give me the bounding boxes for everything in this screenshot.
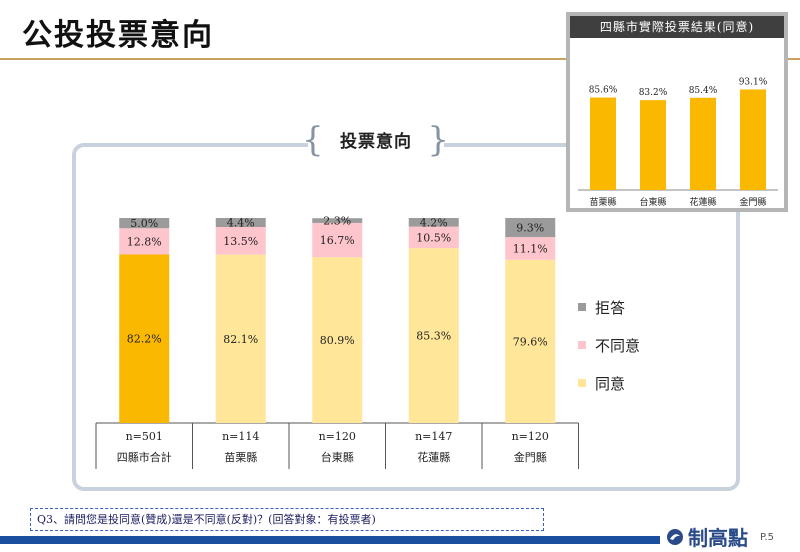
bar-data-label: 12.8%: [127, 235, 162, 248]
bar-segment: [215, 218, 266, 228]
bar-data-label: 80.9%: [320, 334, 355, 347]
frame-label-text: 投票意向: [340, 132, 412, 152]
title-divider: [0, 58, 800, 60]
frame-label: { 投票意向 }: [302, 123, 449, 160]
inset-category-label: 苗栗縣: [589, 197, 616, 208]
bar-data-label: 82.1%: [223, 333, 258, 346]
bar-data-label: 79.6%: [513, 335, 548, 348]
bar-data-label: 82.2%: [127, 333, 162, 346]
legend-label: 拒答: [595, 298, 626, 317]
sample-size-label: n=120: [512, 430, 549, 443]
bar-data-label: 16.7%: [320, 234, 355, 247]
bar-data-label: 2.3%: [323, 215, 351, 228]
category-label: 苗栗縣: [224, 451, 257, 464]
logo-mark-icon: [667, 528, 683, 545]
brand-logo: 制高點: [666, 522, 748, 551]
right-bracket-icon: }: [427, 120, 450, 160]
inset-bar: [640, 100, 666, 190]
question-note: Q3、請問您是投同意(贊成)還是不同意(反對)？(回答對象：有投票者): [30, 508, 544, 531]
legend-swatch-refuse: [578, 303, 586, 311]
inset-bar-data-label: 83.2%: [639, 88, 668, 98]
inset-bar: [690, 97, 716, 190]
footer-bar: [0, 536, 660, 544]
inset-category-label: 台東縣: [639, 196, 666, 208]
sample-size-label: n=147: [415, 430, 452, 443]
inset-category-label: 金門縣: [739, 196, 766, 208]
bar-segment: [119, 218, 170, 229]
legend-item-disagree: 不同意: [578, 326, 640, 364]
bar-segment: [312, 218, 363, 223]
bar-data-label: 4.4%: [227, 217, 255, 230]
legend-label: 不同意: [595, 336, 641, 355]
actual-results-chart: 85.6% 苗栗縣 83.2% 台東縣 85.4% 花蓮縣 93.1% 金門縣: [578, 77, 778, 208]
legend-swatch-agree: [578, 379, 586, 387]
bar-segment: [119, 228, 170, 255]
bar-segment: [505, 237, 556, 260]
sample-size-label: n=114: [222, 430, 259, 443]
inset-category-label: 花蓮縣: [689, 196, 716, 208]
bar-data-label: 9.3%: [516, 222, 544, 235]
inset-bar-data-label: 93.1%: [739, 77, 768, 87]
bar-data-label: 11.1%: [513, 242, 548, 255]
sample-size-label: n=501: [126, 430, 163, 443]
legend-label: 同意: [595, 374, 626, 393]
bar-data-label: 13.5%: [223, 235, 258, 248]
inset-bar-data-label: 85.6%: [589, 86, 618, 96]
bar-segment: [505, 218, 556, 238]
category-label: 四縣市合計: [117, 450, 172, 464]
category-label: 台東縣: [321, 450, 354, 464]
bar-segment: [312, 257, 363, 423]
bar-segment: [505, 259, 556, 423]
bar-data-label: 4.2%: [420, 216, 448, 229]
bar-data-label: 5.0%: [130, 217, 158, 230]
legend-item-refuse: 拒答: [578, 288, 640, 326]
legend-swatch-disagree: [578, 341, 586, 349]
sample-size-label: n=120: [319, 430, 356, 443]
actual-results-title: 四縣市實際投票結果(同意): [570, 16, 784, 38]
bar-segment: [215, 227, 266, 255]
inset-bar-data-label: 85.4%: [689, 86, 718, 96]
bar-data-label: 85.3%: [416, 330, 451, 343]
chart-legend: 拒答 不同意 同意: [578, 288, 640, 402]
category-label: 花蓮縣: [417, 450, 450, 464]
bar-segment: [408, 248, 459, 423]
inset-bar: [590, 97, 616, 190]
inset-bar: [740, 89, 766, 190]
logo-text: 制高點: [688, 526, 748, 550]
bar-segment: [408, 218, 459, 227]
bar-segment: [119, 254, 170, 423]
category-label: 金門縣: [514, 450, 547, 464]
actual-results-panel: 四縣市實際投票結果(同意) 85.6% 苗栗縣 83.2% 台東縣 85.4% 花蓮縣 93…: [566, 12, 788, 212]
bar-segment: [408, 226, 459, 249]
page-number: P.5: [760, 532, 775, 543]
page-title: 公投投票意向: [22, 18, 214, 53]
bar-segment: [312, 222, 363, 258]
bar-segment: [215, 254, 266, 423]
legend-item-agree: 同意: [578, 364, 640, 402]
left-bracket-icon: {: [302, 120, 325, 160]
bar-data-label: 10.5%: [416, 231, 451, 244]
